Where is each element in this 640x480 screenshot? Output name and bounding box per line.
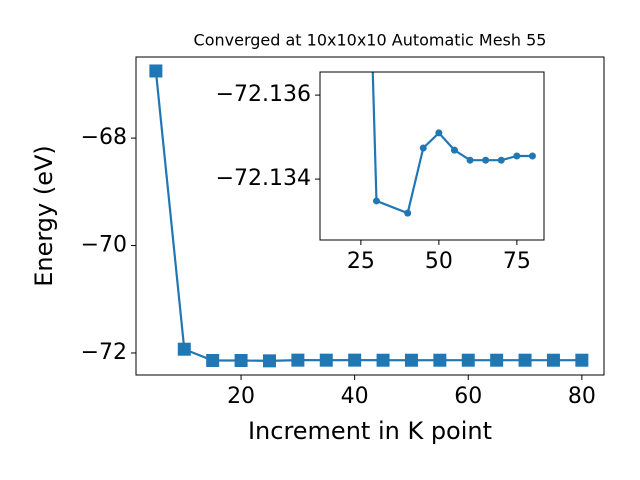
marker [490, 353, 504, 367]
x-tick-label: 50 [425, 249, 453, 274]
y-tick-label: −72.136 [216, 82, 311, 107]
axes-frame [319, 71, 545, 241]
marker [450, 146, 458, 154]
marker [497, 156, 505, 164]
marker [575, 353, 589, 367]
marker [234, 353, 248, 367]
marker [466, 156, 474, 164]
x-tick-label: 60 [454, 384, 482, 409]
marker [433, 353, 447, 367]
marker [482, 156, 490, 164]
marker [461, 353, 475, 367]
y-tick-label: −70 [81, 233, 127, 258]
plot-content [149, 64, 589, 368]
x-axis-label: Increment in K point [248, 417, 492, 445]
marker [319, 353, 333, 367]
marker [376, 353, 390, 367]
x-tick-label: 40 [341, 384, 369, 409]
marker [348, 353, 362, 367]
marker [546, 353, 560, 367]
x-tick-label: 75 [503, 249, 531, 274]
marker [149, 64, 163, 78]
axes-frame [135, 56, 605, 376]
marker [404, 353, 418, 367]
y-axis-label: Energy (eV) [30, 145, 58, 287]
marker [513, 152, 521, 160]
plot-area [320, 72, 544, 240]
x-tick-label: 25 [347, 249, 375, 274]
x-tick-label: 20 [227, 384, 255, 409]
marker [404, 209, 412, 217]
marker [419, 144, 427, 152]
marker [528, 152, 536, 160]
y-tick-label: −72 [81, 340, 127, 365]
y-tick-label: −72.134 [216, 166, 311, 191]
chart-title: Converged at 10x10x10 Automatic Mesh 55 [194, 31, 547, 50]
marker [262, 354, 276, 368]
data-line [154, 70, 582, 362]
marker [177, 342, 191, 356]
marker [206, 353, 220, 367]
plot-content [371, 72, 536, 217]
y-tick-label: −68 [81, 125, 127, 150]
marker [435, 129, 443, 137]
marker [291, 353, 305, 367]
x-tick-label: 80 [568, 384, 596, 409]
marker [372, 197, 380, 205]
marker [518, 353, 532, 367]
